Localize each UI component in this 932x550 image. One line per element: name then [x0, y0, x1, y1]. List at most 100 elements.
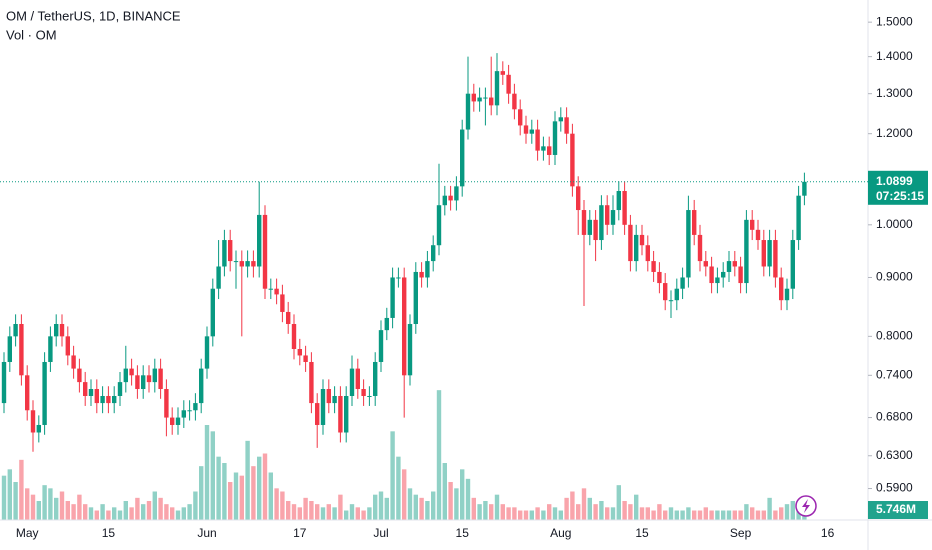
candle-body	[535, 129, 540, 151]
y-tick-label: 1.5000	[876, 14, 913, 28]
candle-body	[755, 229, 761, 241]
volume-bar	[216, 456, 221, 520]
candle-body	[407, 324, 413, 376]
volume-bar	[106, 510, 111, 520]
candle-body	[146, 375, 152, 383]
candle-body	[674, 288, 679, 301]
volume-bar	[344, 510, 349, 520]
candle-body	[152, 368, 157, 383]
candle-body	[697, 234, 703, 262]
candle-body	[77, 368, 82, 383]
volume-bar	[349, 504, 355, 520]
volume-layer	[1, 390, 807, 520]
volume-bar	[65, 501, 70, 520]
volume-bar	[361, 510, 366, 520]
volume-bar	[367, 507, 372, 520]
volume-bar	[616, 485, 621, 520]
candle-body	[193, 403, 198, 411]
volume-last-label: 5.746M	[876, 502, 916, 516]
candle-body	[552, 121, 558, 155]
candle-body	[721, 271, 726, 278]
volume-bar	[552, 507, 558, 520]
candle-body	[59, 324, 65, 337]
icon-bolt[interactable]	[802, 499, 810, 513]
candle-body	[36, 424, 41, 433]
chart-title: OM / TetherUS, 1D, BINANCE	[6, 8, 181, 23]
candle-body	[349, 368, 355, 396]
volume-bar	[645, 507, 650, 520]
candle-body	[622, 190, 627, 225]
candle-body	[123, 368, 128, 383]
candle-body	[703, 261, 708, 267]
y-tick-label: 0.5900	[876, 481, 913, 495]
candle-body	[425, 261, 430, 278]
volume-bar	[465, 478, 471, 520]
volume-bar	[245, 440, 250, 520]
candle-body	[483, 97, 488, 99]
candle-body	[732, 261, 737, 267]
volume-bar	[164, 504, 169, 520]
candle-body	[628, 224, 633, 262]
candle-body	[599, 205, 604, 241]
candle-body	[309, 361, 314, 404]
volume-bar	[651, 510, 656, 520]
volume-bar	[378, 491, 384, 520]
volume-bar	[141, 504, 146, 520]
volume-bar	[755, 510, 761, 520]
volume-bar	[512, 507, 517, 520]
candle-body	[773, 240, 778, 278]
volume-bar	[628, 504, 633, 520]
volume-bar	[193, 491, 198, 520]
volume-bar	[436, 390, 442, 520]
candle-body	[251, 261, 256, 267]
volume-bar	[77, 494, 82, 520]
volume-bar	[477, 504, 482, 520]
volume-bar	[199, 466, 204, 520]
candle-body	[239, 261, 244, 267]
volume-bar	[13, 482, 18, 520]
y-tick-label: 1.2000	[876, 126, 913, 140]
volume-bar	[587, 497, 592, 520]
candle-body	[564, 117, 569, 134]
volume-bar	[129, 507, 134, 520]
candle-body	[431, 245, 436, 262]
candle-body	[802, 181, 807, 196]
volume-bar	[419, 497, 424, 520]
candle-body	[42, 361, 47, 425]
volume-bar	[326, 504, 331, 520]
candle-body	[280, 294, 285, 312]
volume-bar	[663, 510, 668, 520]
candle-body	[262, 214, 268, 289]
candle-body	[297, 348, 302, 356]
candle-body	[436, 205, 442, 246]
volume-bar	[668, 507, 674, 520]
y-tick-label: 0.6800	[876, 410, 913, 424]
candle-body	[100, 395, 105, 404]
candle-body	[512, 93, 517, 110]
candle-body	[170, 417, 175, 425]
volume-bar	[181, 507, 186, 520]
volume-bar	[558, 510, 563, 520]
volume-bar	[123, 501, 128, 520]
candle-body	[634, 234, 639, 262]
volume-bar	[303, 497, 308, 520]
volume-bar	[315, 504, 320, 520]
volume-bar	[355, 507, 360, 520]
volume-bar	[59, 491, 65, 520]
volume-bar	[715, 510, 720, 520]
x-tick-label: 15	[635, 526, 649, 540]
volume-bar	[726, 510, 732, 520]
candle-body	[181, 410, 186, 418]
candle-body	[529, 129, 534, 134]
candle-body	[83, 382, 88, 396]
y-tick-label: 0.7400	[876, 367, 913, 381]
candle-body	[245, 261, 250, 267]
volume-bar	[204, 425, 210, 520]
candle-body	[13, 324, 18, 337]
volume-bar	[396, 456, 401, 520]
lightning-icon[interactable]	[795, 495, 817, 517]
volume-bar	[30, 494, 36, 520]
volume-bar	[54, 497, 59, 520]
countdown-label: 07:25:15	[876, 189, 924, 203]
